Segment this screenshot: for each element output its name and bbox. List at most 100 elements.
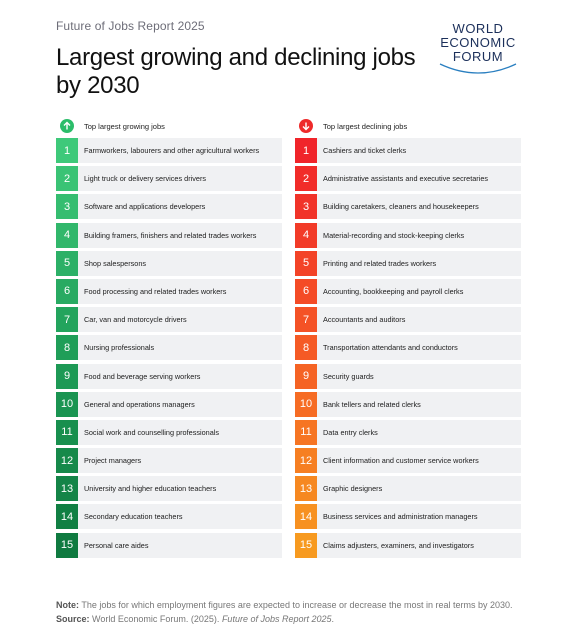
growing-job-label: Food processing and related trades worke… — [84, 286, 227, 296]
declining-job-row: 1 Cashiers and ticket clerks — [295, 138, 521, 163]
growing-job-row: 12 Project managers — [56, 448, 282, 474]
growing-job-label: Car, van and motorcycle drivers — [84, 315, 187, 325]
declining-job-row: 13 Graphic designers — [295, 476, 521, 502]
wef-logo: WORLD ECONOMIC FORUM — [428, 22, 528, 64]
declining-jobs-header: Top largest declining jobs — [295, 118, 521, 134]
growing-job-label: Personal care aides — [84, 540, 149, 550]
logo-line-forum: FORUM — [452, 49, 504, 64]
growing-job-row: 8 Nursing professionals — [56, 335, 282, 361]
declining-rank-badge: 2 — [295, 166, 317, 192]
growing-rank-badge: 8 — [56, 335, 78, 361]
growing-job-label: Nursing professionals — [84, 343, 155, 353]
declining-rank-badge: 1 — [295, 138, 317, 163]
growing-job-label: Shop salespersons — [84, 258, 147, 268]
growing-job-label: University and higher education teachers — [84, 484, 217, 494]
page-title: Largest growing and declining jobs by 20… — [56, 44, 416, 99]
growing-jobs-title: Top largest growing jobs — [84, 121, 165, 131]
growing-job-row: 4 Building framers, finishers and related… — [56, 222, 282, 248]
declining-job-row: 5 Printing and related trades workers — [295, 250, 521, 276]
declining-job-label: Business services and administration man… — [323, 512, 478, 522]
source-label: Source: — [56, 614, 90, 624]
declining-jobs-list: 1 Cashiers and ticket clerks 2 Administrati… — [295, 138, 521, 558]
declining-job-label: Administrative assistants and executive … — [323, 174, 489, 184]
declining-job-label: Transportation attendants and conductors — [323, 343, 458, 353]
declining-rank-badge: 14 — [295, 504, 317, 530]
source-text: World Economic Forum. (2025). — [92, 614, 220, 624]
report-label: Future of Jobs Report 2025 — [56, 19, 205, 33]
growing-rank-badge: 11 — [56, 419, 78, 445]
logo-line-economic: ECONOMIC — [440, 35, 516, 50]
declining-rank-badge: 12 — [295, 448, 317, 474]
logo-arc-icon — [439, 63, 517, 74]
declining-rank-badge: 6 — [295, 278, 317, 304]
declining-job-label: Claims adjusters, examiners, and investi… — [323, 540, 474, 550]
growing-job-row: 15 Personal care aides — [56, 532, 282, 558]
note-label: Note: — [56, 600, 79, 610]
declining-rank-badge: 9 — [295, 363, 317, 389]
growing-rank-badge: 14 — [56, 504, 78, 530]
declining-job-row: 14 Business services and administration m… — [295, 504, 521, 530]
source-end: . — [331, 614, 335, 624]
declining-rank-badge: 11 — [295, 419, 317, 445]
growing-job-row: 1 Farmworkers, labourers and other agricu… — [56, 138, 282, 163]
growing-job-row: 11 Social work and counselling profession… — [56, 419, 282, 445]
declining-job-row: 2 Administrative assistants and executive… — [295, 166, 521, 192]
growing-jobs-list: 1 Farmworkers, labourers and other agricu… — [56, 138, 282, 558]
declining-job-row: 3 Building caretakers, cleaners and house… — [295, 194, 521, 220]
declining-job-label: Cashiers and ticket clerks — [323, 146, 407, 155]
declining-job-label: Client information and customer service … — [323, 456, 479, 466]
growing-rank-badge: 4 — [56, 222, 78, 248]
growing-jobs-column: Top largest growing jobs 1 Farmworkers, l… — [56, 118, 282, 561]
declining-job-row: 7 Accountants and auditors — [295, 307, 521, 333]
growing-job-row: 3 Software and applications developers — [56, 194, 282, 220]
growing-rank-badge: 7 — [56, 307, 78, 333]
declining-job-label: Accounting, bookkeeping and payroll cler… — [323, 286, 464, 296]
declining-job-label: Data entry clerks — [323, 427, 378, 437]
declining-jobs-column: Top largest declining jobs 1 Cashiers and… — [295, 118, 521, 561]
growing-jobs-header: Top largest growing jobs — [56, 118, 282, 134]
note-line: Note: The jobs for which employment figu… — [56, 598, 513, 612]
growing-job-row: 2 Light truck or delivery services driver… — [56, 166, 282, 192]
declining-job-row: 12 Client information and customer servic… — [295, 448, 521, 474]
declining-job-row: 4 Material-recording and stock-keeping cl… — [295, 222, 521, 248]
declining-rank-badge: 5 — [295, 250, 317, 276]
logo-line-world: WORLD — [452, 21, 504, 36]
declining-job-label: Bank tellers and related clerks — [323, 399, 421, 409]
growing-rank-badge: 12 — [56, 448, 78, 474]
footnote: Note: The jobs for which employment figu… — [56, 598, 513, 626]
growing-job-label: Software and applications developers — [84, 202, 206, 212]
growing-job-label: Building framers, finishers and related … — [84, 230, 257, 240]
declining-job-row: 6 Accounting, bookkeeping and payroll cle… — [295, 278, 521, 304]
growing-rank-badge: 15 — [56, 532, 78, 558]
declining-job-label: Graphic designers — [323, 484, 383, 494]
source-title: Future of Jobs Report 2025 — [221, 614, 332, 624]
growing-job-row: 13 University and higher education teache… — [56, 476, 282, 502]
growing-job-row: 5 Shop salespersons — [56, 250, 282, 276]
growing-job-label: Secondary education teachers — [84, 512, 183, 522]
declining-rank-badge: 3 — [295, 194, 317, 220]
growing-rank-badge: 9 — [56, 363, 78, 389]
growing-rank-badge: 6 — [56, 278, 78, 304]
arrow-up-icon — [60, 119, 74, 133]
declining-rank-badge: 13 — [295, 476, 317, 502]
growing-job-label: General and operations managers — [84, 399, 195, 409]
growing-job-label: Project managers — [84, 456, 142, 466]
declining-job-label: Printing and related trades workers — [323, 258, 437, 268]
growing-job-row: 10 General and operations managers — [56, 391, 282, 417]
declining-job-label: Material-recording and stock-keeping cle… — [323, 230, 465, 240]
growing-rank-badge: 10 — [56, 391, 78, 417]
declining-rank-badge: 7 — [295, 307, 317, 333]
declining-job-label: Accountants and auditors — [323, 315, 406, 325]
declining-job-row: 8 Transportation attendants and conductor… — [295, 335, 521, 361]
growing-job-row: 6 Food processing and related trades work… — [56, 278, 282, 304]
growing-job-row: 9 Food and beverage serving workers — [56, 363, 282, 389]
growing-job-label: Light truck or delivery services drivers — [84, 174, 207, 184]
declining-job-label: Security guards — [323, 371, 374, 381]
arrow-down-icon — [299, 119, 313, 133]
growing-job-row: 7 Car, van and motorcycle drivers — [56, 307, 282, 333]
growing-job-label: Social work and counselling professional… — [84, 427, 220, 437]
growing-rank-badge: 3 — [56, 194, 78, 220]
declining-job-row: 10 Bank tellers and related clerks — [295, 391, 521, 417]
declining-job-label: Building caretakers, cleaners and housek… — [323, 202, 479, 212]
growing-rank-badge: 5 — [56, 250, 78, 276]
